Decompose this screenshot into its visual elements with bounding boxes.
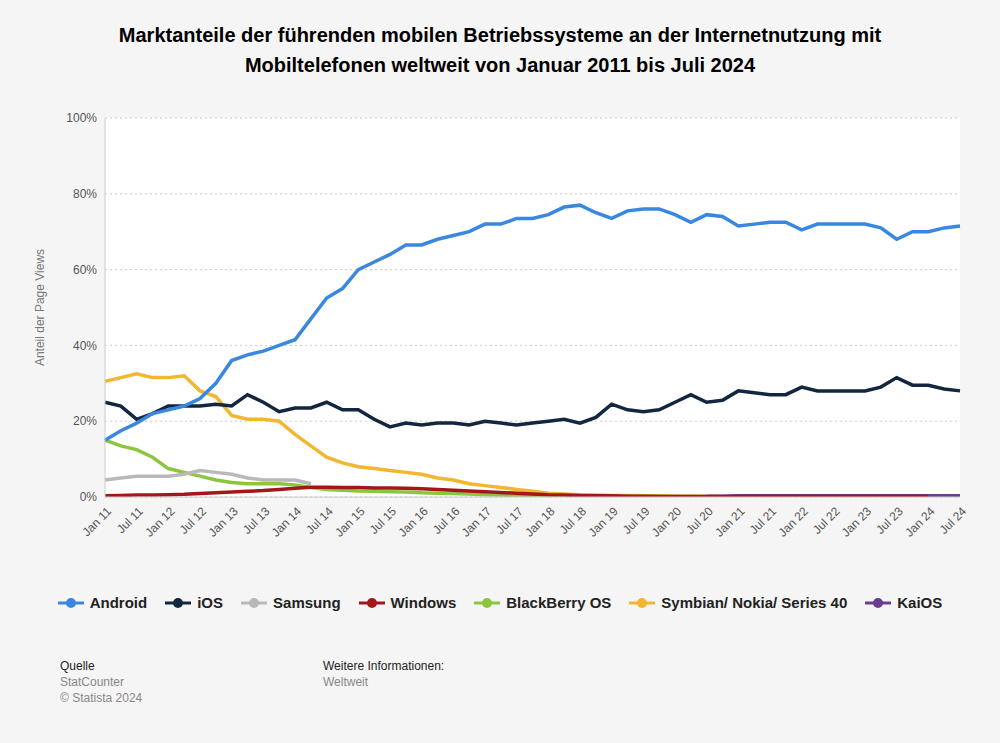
svg-text:Jan 23: Jan 23	[839, 504, 875, 540]
html-text:iOS: iOS	[197, 594, 223, 611]
svg-text:Jul 21: Jul 21	[747, 504, 780, 537]
svg-text:0%: 0%	[80, 490, 98, 504]
svg-text:Jul 24: Jul 24	[937, 504, 970, 537]
svg-text:Jul 22: Jul 22	[810, 504, 843, 537]
svg-text:Jan 22: Jan 22	[775, 504, 811, 540]
svg-text:60%: 60%	[73, 263, 97, 277]
svg-text:20%: 20%	[73, 414, 97, 428]
html-text:Symbian/ Nokia/ Series 40: Symbian/ Nokia/ Series 40	[661, 594, 848, 611]
svg-text:Jan 13: Jan 13	[205, 504, 241, 540]
svg-text:Jul 17: Jul 17	[493, 504, 526, 537]
svg-text:Anteil der Page Views: Anteil der Page Views	[33, 249, 47, 366]
html-text:Weitere Informationen:: Weitere Informationen:	[323, 659, 445, 673]
svg-text:Jan 19: Jan 19	[585, 504, 621, 540]
svg-text:40%: 40%	[73, 339, 97, 353]
svg-text:Jan 16: Jan 16	[395, 504, 431, 540]
svg-text:Jan 12: Jan 12	[142, 504, 178, 540]
svg-text:Jul 16: Jul 16	[430, 504, 463, 537]
svg-text:Jul 13: Jul 13	[240, 504, 273, 537]
svg-text:Jan 18: Jan 18	[522, 504, 558, 540]
svg-text:Jul 20: Jul 20	[683, 504, 716, 537]
svg-text:Jan 17: Jan 17	[459, 504, 495, 540]
svg-text:Jan 15: Jan 15	[332, 504, 368, 540]
svg-text:Jul 14: Jul 14	[303, 504, 336, 537]
svg-text:Jul 23: Jul 23	[873, 504, 906, 537]
svg-text:Jan 24: Jan 24	[902, 504, 938, 540]
html-text:Quelle: Quelle	[60, 659, 95, 673]
svg-text:Jan 20: Jan 20	[649, 504, 685, 540]
svg-text:80%: 80%	[73, 187, 97, 201]
svg-text:Jan 11: Jan 11	[79, 504, 114, 539]
html-text:StatCounter: StatCounter	[60, 675, 124, 689]
html-text:© Statista 2024: © Statista 2024	[60, 691, 143, 705]
svg-text:Jan 21: Jan 21	[712, 504, 748, 540]
svg-text:Jul 15: Jul 15	[367, 504, 400, 537]
svg-text:Jul 12: Jul 12	[177, 504, 210, 537]
html-text:Marktanteile der führenden mob: Marktanteile der führenden mobilen Betri…	[118, 24, 882, 76]
html-text:Android: Android	[89, 594, 148, 611]
html-text:Weltweit: Weltweit	[323, 675, 369, 689]
svg-text:Jul 19: Jul 19	[620, 504, 653, 537]
svg-text:100%: 100%	[66, 111, 97, 125]
svg-text:Jul 18: Jul 18	[557, 504, 590, 537]
svg-text:Jan 14: Jan 14	[269, 504, 305, 540]
html-text:KaiOS: KaiOS	[897, 594, 943, 611]
html-text:BlackBerry OS: BlackBerry OS	[506, 594, 612, 611]
html-text:Samsung: Samsung	[273, 594, 341, 611]
html-text:Windows: Windows	[390, 594, 457, 611]
svg-text:Jul 11: Jul 11	[114, 504, 146, 536]
